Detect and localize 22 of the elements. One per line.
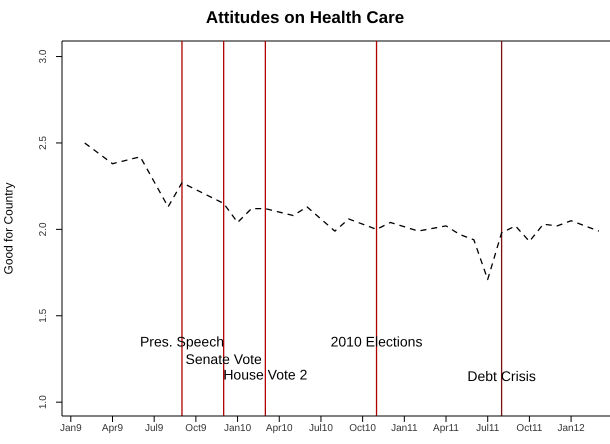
x-tick-label: Apr11 — [433, 423, 460, 434]
x-tick-label: Jan12 — [557, 423, 586, 434]
x-tick-label: Oct11 — [516, 423, 543, 434]
x-tick-label: Jan10 — [224, 423, 252, 434]
x-tick-label: Jul10 — [308, 423, 334, 434]
y-tick-label: 3.0 — [38, 49, 49, 64]
x-tick-label: Oct9 — [185, 423, 207, 434]
y-axis-title: Good for Country — [1, 182, 16, 275]
chart-title: Attitudes on Health Care — [204, 8, 406, 28]
annotation: House Vote 2 — [223, 366, 308, 382]
y-tick-label: 1.5 — [38, 308, 49, 323]
x-tick-label: Jan11 — [391, 423, 418, 434]
x-tick-label: Oct10 — [349, 423, 376, 434]
x-tick-label: Jan9 — [60, 423, 82, 434]
x-tick-label: Apr10 — [266, 423, 294, 434]
x-tick-label: Jul11 — [476, 423, 500, 434]
x-tick-label: Apr9 — [102, 423, 124, 434]
x-tick-label: Jul9 — [145, 423, 164, 434]
line-series — [84, 142, 600, 280]
y-tick-label: 2.0 — [38, 222, 49, 236]
y-tick-label: 1.0 — [38, 394, 49, 410]
y-tick-label: 2.5 — [38, 136, 49, 150]
